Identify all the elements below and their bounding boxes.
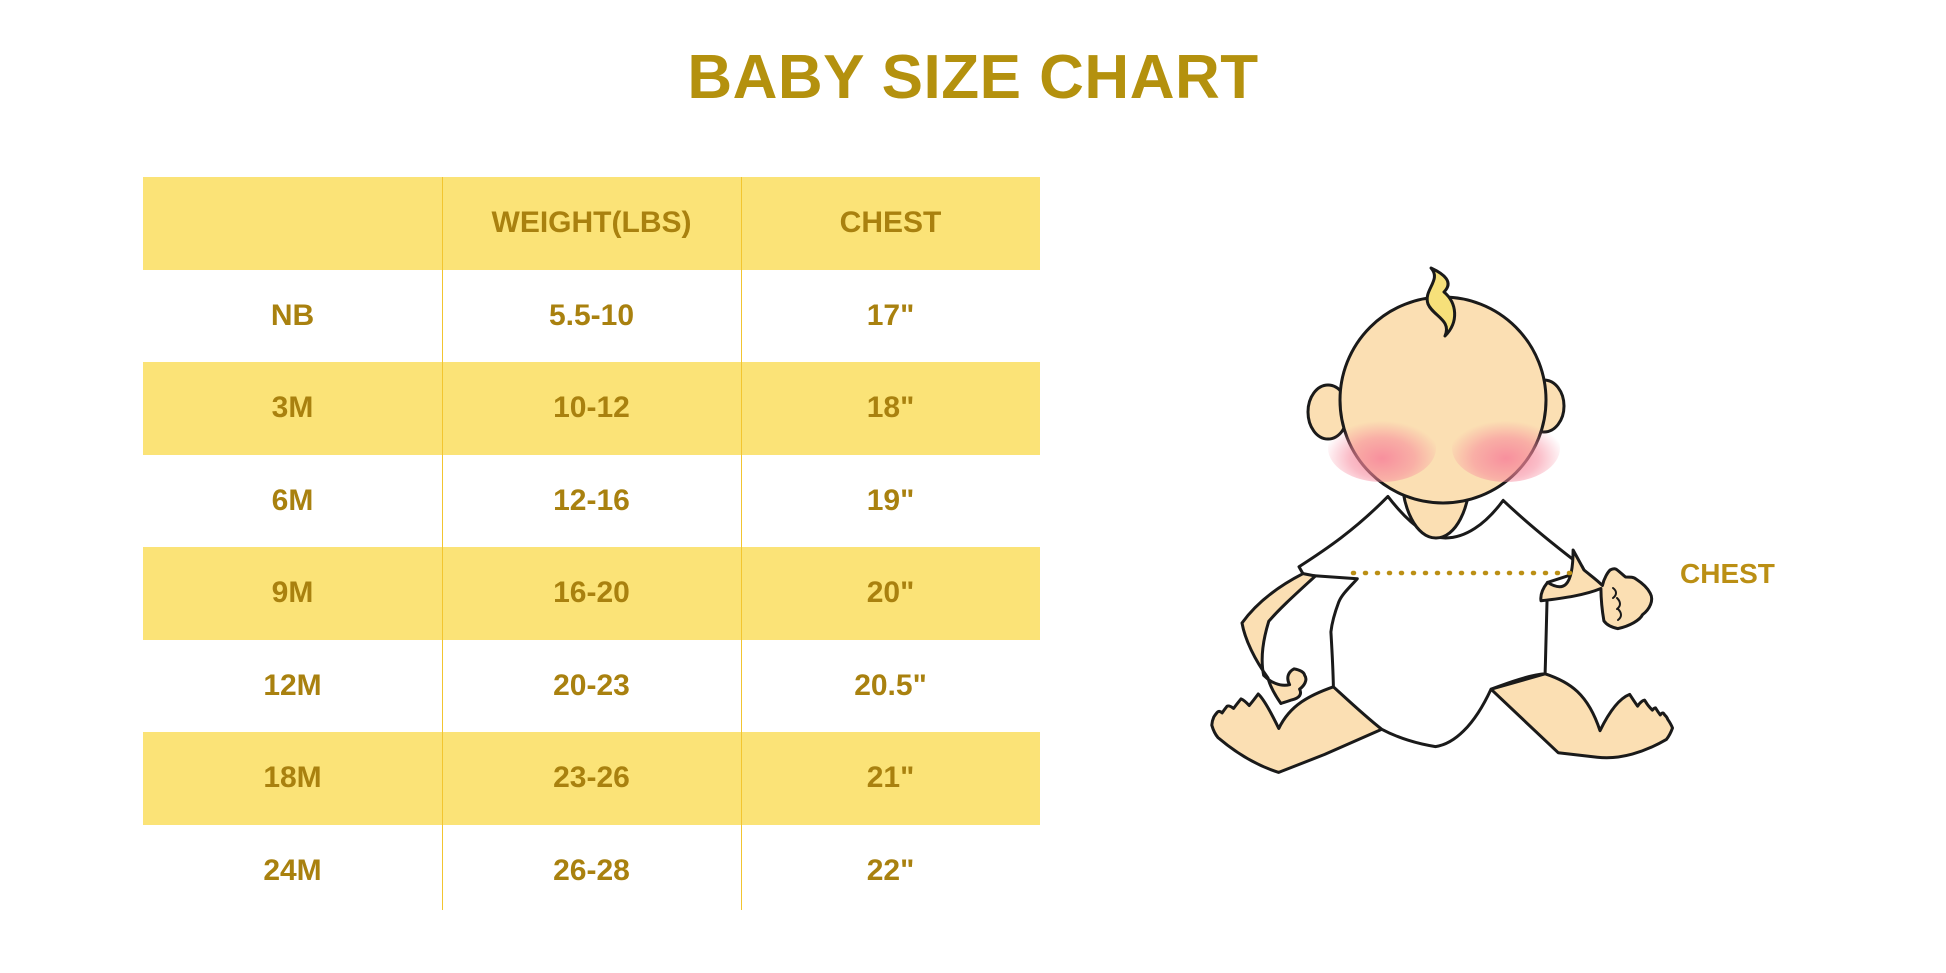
svg-text:CHEST: CHEST [1680,558,1775,589]
